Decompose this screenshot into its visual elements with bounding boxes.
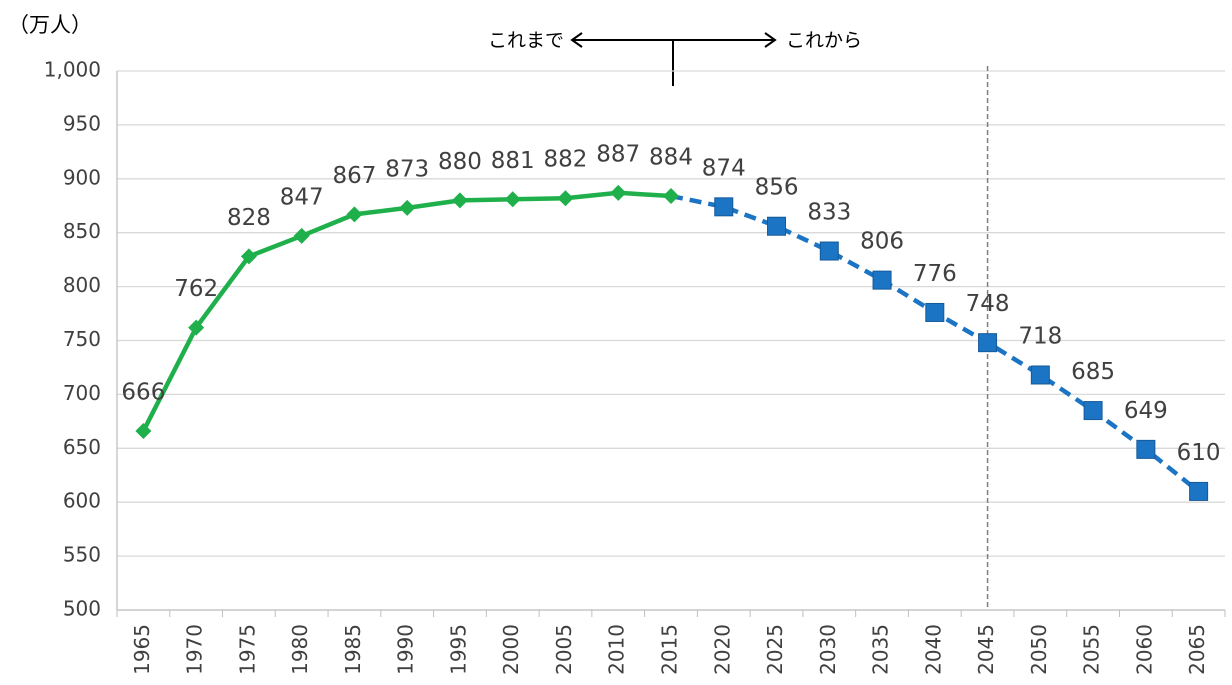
x-tick-label: 1980 (288, 624, 312, 675)
data-label: 833 (807, 200, 851, 226)
x-tick-label: 1990 (394, 624, 418, 675)
y-tick-label: 750 (63, 327, 101, 351)
y-tick-label: 500 (63, 597, 101, 621)
data-label: 610 (1177, 440, 1221, 466)
data-label: 856 (755, 175, 799, 201)
x-tick-label: 2015 (658, 624, 682, 675)
data-label: 887 (596, 141, 640, 167)
x-tick-label: 2005 (552, 624, 576, 675)
data-label: 882 (544, 147, 588, 173)
data-label: 685 (1071, 359, 1115, 385)
marker (978, 333, 998, 353)
data-label: 874 (702, 155, 746, 181)
y-tick-label: 600 (63, 489, 101, 513)
marker (1083, 401, 1103, 421)
marker (663, 188, 679, 205)
marker (451, 192, 468, 209)
x-tick-label: 2000 (499, 624, 523, 675)
x-tick-label: 1975 (235, 624, 259, 675)
data-label: 718 (1018, 323, 1062, 349)
data-label: 828 (227, 205, 271, 231)
x-tick-label: 2050 (1027, 624, 1051, 675)
x-tick-label: 2010 (605, 624, 629, 675)
marker (346, 206, 363, 223)
series-line (670, 193, 1201, 494)
marker (188, 319, 205, 336)
x-tick-label: 2020 (710, 624, 734, 675)
arrow (570, 32, 777, 86)
annotation: これから (786, 30, 862, 52)
data-label: 884 (649, 145, 693, 171)
marker (872, 270, 892, 290)
data-label: 666 (121, 380, 165, 406)
data-label: 847 (280, 184, 324, 210)
x-tick-label: 2065 (1185, 624, 1209, 675)
data-label: 776 (913, 261, 957, 287)
annotation: これまで (488, 30, 564, 52)
x-tick-label: 2045 (974, 624, 998, 675)
marker (504, 191, 521, 208)
marker (293, 227, 310, 244)
data-label: 867 (332, 163, 376, 189)
x-tick-label: 2025 (763, 624, 787, 675)
marker (399, 199, 416, 216)
data-label: 880 (438, 149, 482, 175)
y-tick-label: 700 (63, 381, 101, 405)
marker (767, 216, 787, 236)
series-line (141, 190, 672, 433)
data-label: 806 (860, 229, 904, 255)
marker (1189, 481, 1209, 501)
y-tick-label: 1,000 (44, 58, 101, 82)
y-unit-label: （万人） (8, 13, 92, 37)
data-label: 762 (174, 276, 218, 302)
x-tick-label: 1995 (446, 624, 470, 675)
x-tick-label: 2030 (816, 624, 840, 675)
marker (135, 423, 152, 440)
x-tick-label: 2040 (921, 624, 945, 675)
marker (819, 241, 839, 261)
data-label: 873 (385, 156, 429, 182)
data-label: 649 (1124, 398, 1168, 424)
y-tick-label: 650 (63, 435, 101, 459)
marker (925, 302, 945, 322)
y-tick-label: 800 (63, 273, 101, 297)
marker (714, 197, 734, 217)
data-label: 748 (966, 291, 1010, 317)
y-tick-label: 950 (63, 111, 101, 135)
x-tick-label: 2060 (1132, 624, 1156, 675)
data-label: 881 (491, 148, 535, 174)
x-tick-label: 1965 (130, 624, 154, 675)
x-tick-label: 2055 (1080, 624, 1104, 675)
marker (1136, 439, 1156, 459)
x-tick-label: 2035 (869, 624, 893, 675)
x-tick-label: 1970 (183, 624, 207, 675)
marker (557, 190, 574, 207)
y-tick-label: 900 (63, 165, 101, 189)
marker (610, 184, 627, 201)
y-tick-label: 850 (63, 219, 101, 243)
marker (240, 248, 257, 265)
y-tick-label: 550 (63, 543, 101, 567)
x-tick-label: 1985 (341, 624, 365, 675)
marker (1030, 365, 1050, 385)
